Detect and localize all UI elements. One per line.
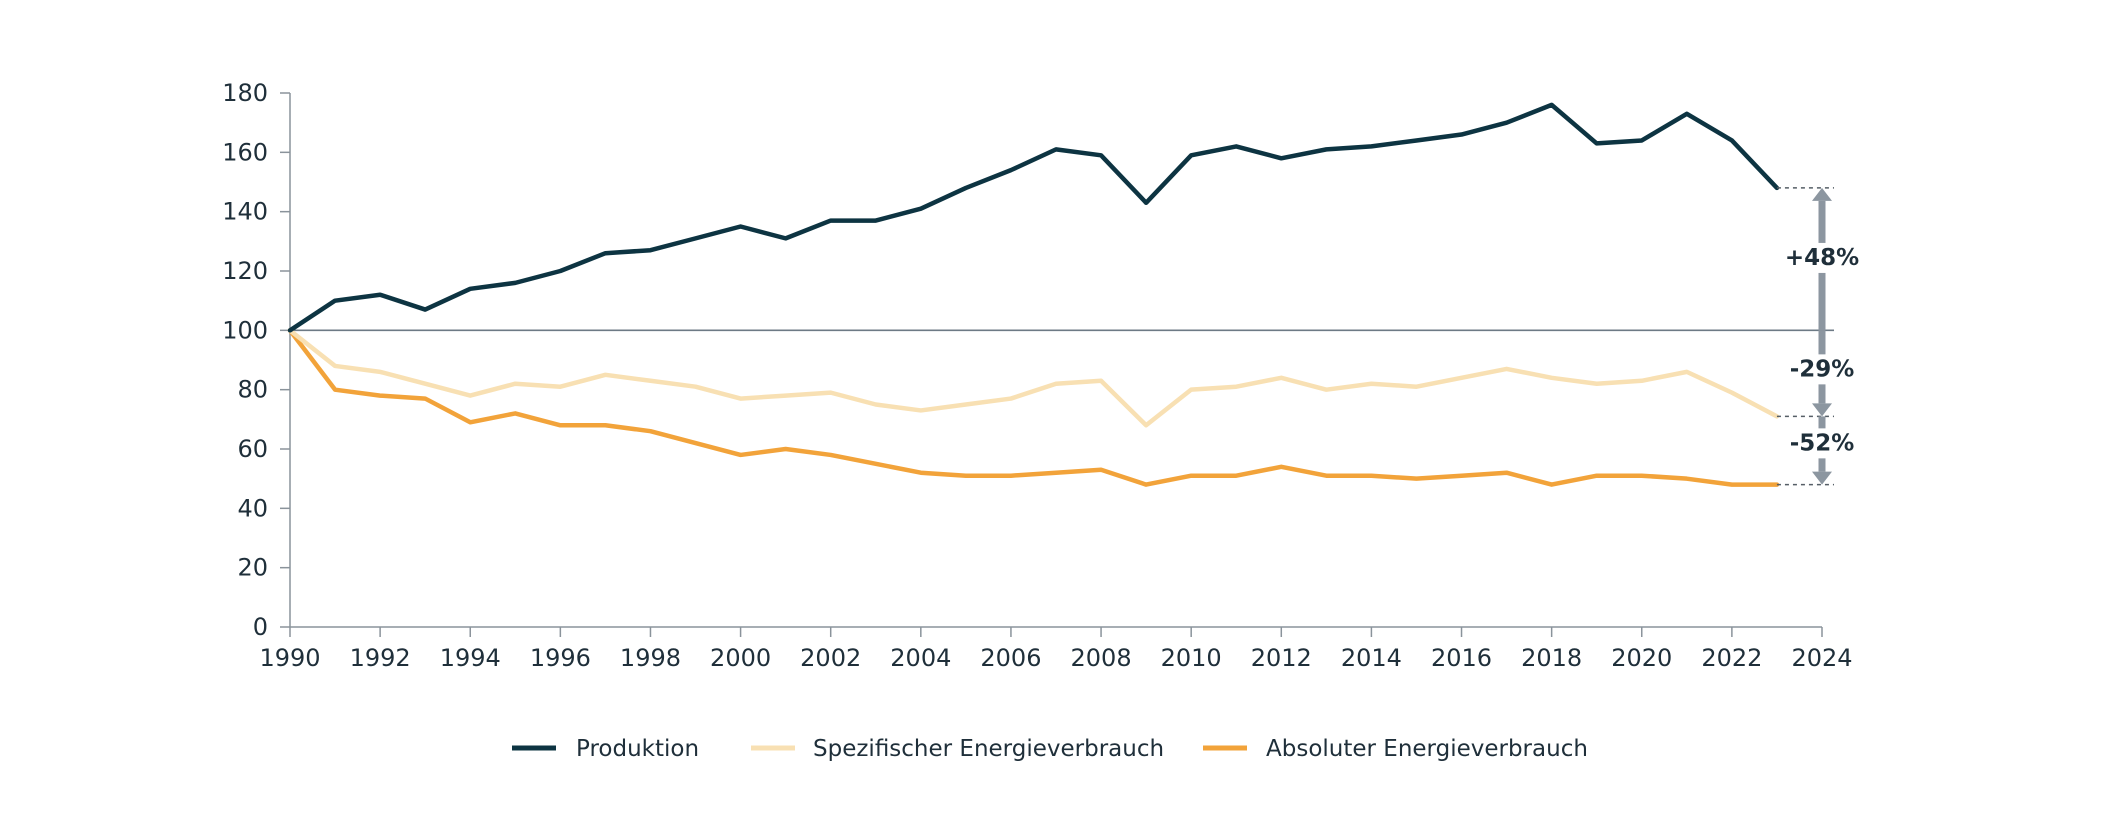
annotation-arrow-2: -52%	[1790, 416, 1855, 485]
x-tick-label: 2008	[1071, 644, 1132, 672]
x-tick-label: 1992	[350, 644, 411, 672]
x-tick-label: 2024	[1791, 644, 1852, 672]
x-tick-label: 2014	[1341, 644, 1402, 672]
axes	[289, 93, 1834, 628]
arrow-label-bg	[1790, 242, 1854, 273]
x-tick-label: 1996	[530, 644, 591, 672]
y-tick-label: 60	[237, 435, 268, 463]
y-tick-label: 140	[222, 198, 268, 226]
arrow-head	[1812, 403, 1832, 417]
x-tick-label: 1998	[620, 644, 681, 672]
arrow-label-bg	[1790, 428, 1854, 459]
x-tick-label: 2006	[980, 644, 1041, 672]
arrow-head	[1812, 471, 1832, 485]
arrow-label: -52%	[1790, 430, 1855, 456]
x-tick-label: 2010	[1161, 644, 1222, 672]
x-tick-label: 2020	[1611, 644, 1672, 672]
y-tick-label: 40	[237, 494, 268, 522]
annotation-arrow-0: +48%	[1785, 187, 1859, 331]
x-tick-label: 1990	[259, 644, 320, 672]
x-tick-label: 2002	[800, 644, 861, 672]
y-tick-label: 100	[222, 316, 268, 344]
x-tick-label: 2018	[1521, 644, 1582, 672]
y-tick-label: 120	[222, 257, 268, 285]
y-tick-label: 20	[237, 554, 268, 582]
legend: Produktion Spezifischer Energieverbrauch A…	[512, 736, 1588, 762]
x-tick-label: 2000	[710, 644, 771, 672]
y-tick-label: 180	[222, 79, 268, 107]
y-tick-label: 80	[237, 376, 268, 404]
series-line-produktion	[287, 102, 1780, 333]
y-tick-label: 0	[253, 613, 268, 641]
x-tick-label: 1994	[440, 644, 501, 672]
arrow-label: +48%	[1785, 245, 1859, 271]
series-line-absoluter-energieverbrauch	[287, 328, 1780, 487]
arrow-head	[1812, 187, 1832, 201]
legend-label: Produktion	[576, 736, 699, 762]
x-tick-label: 2004	[890, 644, 951, 672]
x-axis-ticks: 1990 1992 1994 1996 1998 2000 2002 2004 2006 2008…	[259, 627, 1853, 672]
legend-label: Spezifischer Energieverbrauch	[813, 736, 1164, 762]
legend-item: Absoluter Energieverbrauch	[1203, 736, 1588, 762]
arrow-label: -29%	[1790, 356, 1855, 382]
series-line-spezifischer-energieverbrauch	[287, 328, 1780, 428]
arrow-label-bg	[1790, 354, 1854, 385]
x-tick-label: 2016	[1431, 644, 1492, 672]
x-tick-label: 2012	[1251, 644, 1312, 672]
y-tick-label: 160	[222, 138, 268, 166]
y-axis-ticks: 0 20 40 60 80 100 120 140 160 180	[222, 79, 290, 641]
legend-item: Produktion	[512, 736, 699, 762]
legend-item: Spezifischer Energieverbrauch	[751, 736, 1164, 762]
series-lines	[287, 102, 1780, 487]
change-annotations: +48% -29% -52%	[1776, 187, 1859, 486]
annotation-arrow-1: -29%	[1790, 330, 1855, 417]
x-tick-label: 2022	[1701, 644, 1762, 672]
legend-label: Absoluter Energieverbrauch	[1266, 736, 1588, 762]
